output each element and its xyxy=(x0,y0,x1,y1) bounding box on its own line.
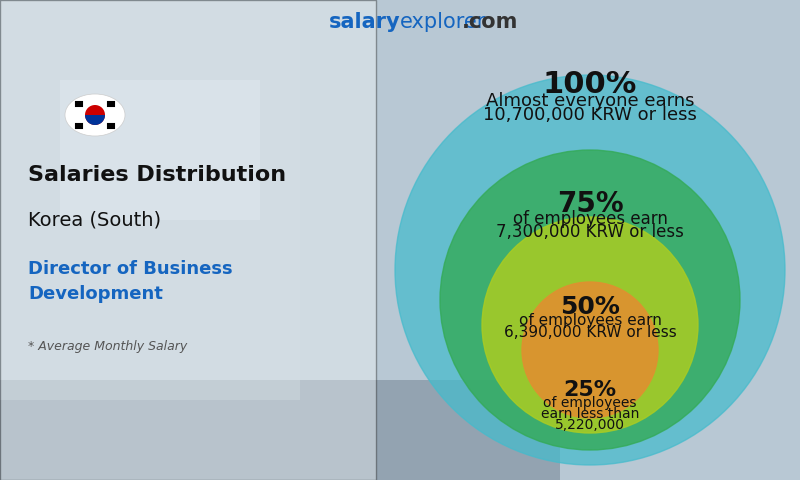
Text: of employees earn: of employees earn xyxy=(518,313,662,328)
Text: explorer: explorer xyxy=(400,12,486,32)
Wedge shape xyxy=(85,115,105,125)
Text: 7,300,000 KRW or less: 7,300,000 KRW or less xyxy=(496,223,684,241)
Text: 75%: 75% xyxy=(557,190,623,218)
Circle shape xyxy=(440,150,740,450)
Text: Almost everyone earns: Almost everyone earns xyxy=(486,92,694,110)
Circle shape xyxy=(85,105,105,125)
Text: earn less than: earn less than xyxy=(541,407,639,421)
Text: 100%: 100% xyxy=(543,70,637,99)
Text: 6,390,000 KRW or less: 6,390,000 KRW or less xyxy=(504,325,676,340)
Text: salary: salary xyxy=(328,12,400,32)
Bar xyxy=(60,80,260,220)
Bar xyxy=(0,0,300,400)
Circle shape xyxy=(482,217,698,433)
Text: 50%: 50% xyxy=(560,295,620,319)
Bar xyxy=(0,380,560,480)
Circle shape xyxy=(522,282,658,418)
Text: of employees: of employees xyxy=(543,396,637,410)
Text: Korea (South): Korea (South) xyxy=(28,210,161,229)
Text: * Average Monthly Salary: * Average Monthly Salary xyxy=(28,340,187,353)
Text: 5,220,000: 5,220,000 xyxy=(555,418,625,432)
Text: 25%: 25% xyxy=(563,380,617,400)
Text: Salaries Distribution: Salaries Distribution xyxy=(28,165,286,185)
Text: 10,700,000 KRW or less: 10,700,000 KRW or less xyxy=(483,106,697,124)
Circle shape xyxy=(395,75,785,465)
Text: .com: .com xyxy=(462,12,518,32)
Text: of employees earn: of employees earn xyxy=(513,210,667,228)
Ellipse shape xyxy=(65,94,125,136)
FancyBboxPatch shape xyxy=(0,0,376,480)
Text: Director of Business
Development: Director of Business Development xyxy=(28,260,233,303)
